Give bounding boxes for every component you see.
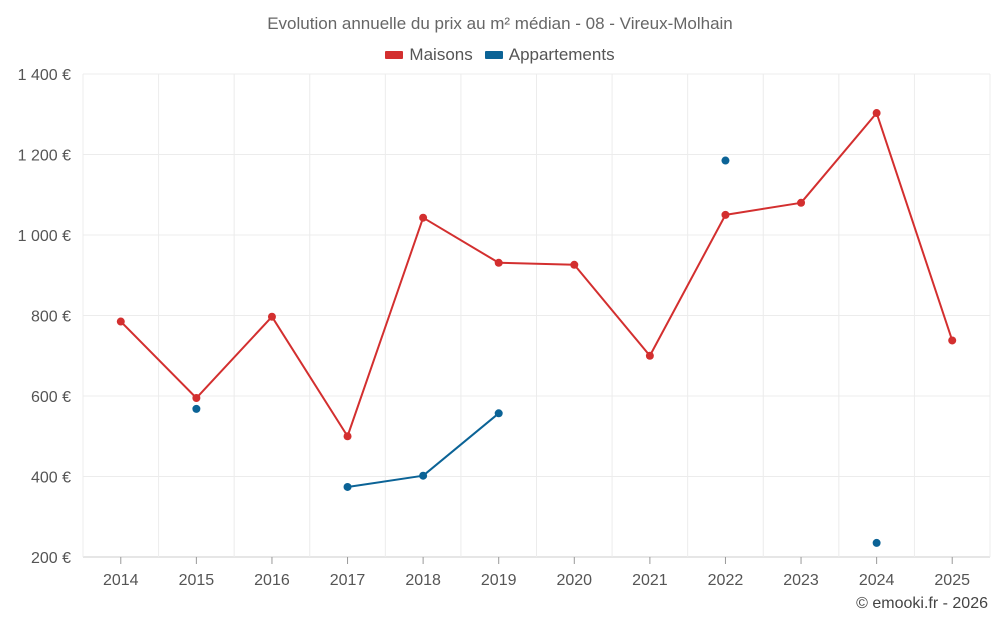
x-tick-label: 2018: [405, 572, 441, 589]
x-tick-label: 2020: [556, 572, 592, 589]
x-tick-label: 2015: [179, 572, 215, 589]
x-tick-label: 2022: [708, 572, 744, 589]
legend-item-maisons[interactable]: Maisons: [385, 45, 473, 65]
legend-swatch-appartements: [484, 51, 503, 59]
data-point-maisons: [267, 312, 276, 321]
legend-label-maisons: Maisons: [409, 45, 473, 64]
chart-title: Evolution annuelle du prix au m² médian …: [267, 14, 733, 33]
data-point-maisons: [192, 394, 201, 403]
y-tick-label: 1 000 €: [18, 228, 71, 245]
data-point-maisons: [570, 260, 579, 269]
data-point-appartements: [494, 409, 503, 418]
data-point-appartements: [343, 482, 352, 491]
data-point-maisons: [645, 351, 654, 360]
data-point-maisons: [419, 213, 428, 222]
y-tick-label: 1 200 €: [18, 148, 71, 165]
legend-label-appartements: Appartements: [508, 45, 615, 64]
data-point-appartements: [192, 404, 201, 413]
data-point-appartements: [419, 471, 428, 480]
legend-item-appartements[interactable]: Appartements: [484, 45, 615, 65]
x-tick-label: 2019: [481, 572, 517, 589]
y-tick-label: 1 400 €: [18, 67, 71, 84]
data-point-maisons: [343, 432, 352, 441]
y-tick-label: 800 €: [31, 309, 71, 326]
series-line-maisons: [120, 112, 954, 438]
x-tick-label: 2021: [632, 572, 668, 589]
data-point-maisons: [116, 317, 125, 326]
data-point-appartements: [721, 156, 730, 165]
data-point-maisons: [721, 210, 730, 219]
x-tick-label: 2016: [254, 572, 290, 589]
y-tick-label: 200 €: [31, 550, 71, 567]
data-point-maisons: [872, 109, 881, 118]
x-tick-label: 2023: [783, 572, 819, 589]
data-point-maisons: [494, 258, 503, 267]
x-tick-label: 2024: [859, 572, 895, 589]
y-tick-label: 400 €: [31, 470, 71, 487]
x-tick-label: 2025: [934, 572, 970, 589]
x-tick-label: 2017: [330, 572, 366, 589]
legend-swatch-maisons: [385, 51, 404, 59]
credit-text: © emooki.fr - 2026: [856, 595, 988, 612]
x-tick-label: 2014: [103, 572, 139, 589]
y-tick-label: 600 €: [31, 389, 71, 406]
data-point-maisons: [797, 198, 806, 207]
data-point-maisons: [948, 336, 957, 345]
legend: Maisons Appartements: [0, 45, 1000, 65]
data-point-appartements: [872, 538, 881, 547]
